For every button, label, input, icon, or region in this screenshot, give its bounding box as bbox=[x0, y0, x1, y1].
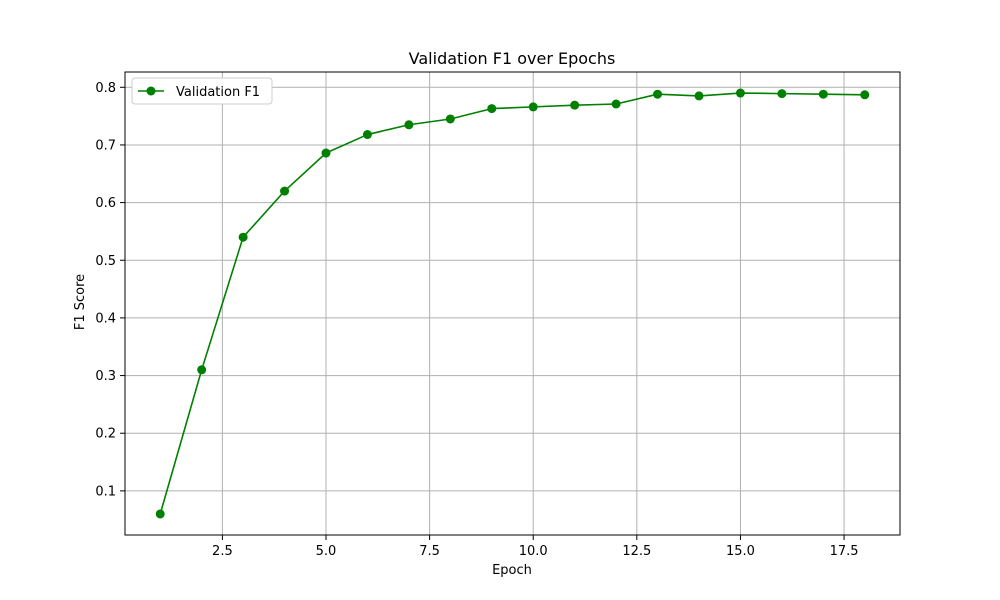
y-tick-label: 0.3 bbox=[95, 369, 116, 384]
legend-marker bbox=[146, 86, 156, 96]
data-point bbox=[611, 99, 621, 109]
y-tick-label: 0.5 bbox=[95, 254, 116, 269]
data-point bbox=[404, 120, 414, 130]
data-point bbox=[362, 130, 372, 140]
chart-title: Validation F1 over Epochs bbox=[409, 49, 616, 68]
legend-label: Validation F1 bbox=[176, 85, 260, 100]
plot-frame bbox=[124, 71, 901, 536]
data-point bbox=[860, 90, 870, 100]
data-point bbox=[818, 89, 828, 99]
data-point bbox=[238, 232, 248, 242]
data-point bbox=[777, 89, 787, 99]
data-point bbox=[570, 100, 580, 110]
data-point bbox=[197, 365, 207, 375]
x-tick-label: 2.5 bbox=[212, 544, 233, 559]
data-point bbox=[735, 88, 745, 98]
grid-lines bbox=[125, 72, 900, 535]
y-axis-ticks: 0.1 0.2 0.3 0.4 0.5 0.6 0.7 0.8 bbox=[95, 81, 125, 499]
data-point bbox=[653, 89, 663, 99]
x-axis-ticks: 2.5 5.0 7.5 10.0 12.5 15.0 17.5 bbox=[212, 535, 859, 559]
plot-area bbox=[155, 88, 870, 519]
x-axis-label: Epoch bbox=[492, 563, 532, 578]
data-point bbox=[487, 104, 497, 114]
y-tick-label: 0.8 bbox=[95, 81, 116, 96]
legend: Validation F1 bbox=[131, 77, 273, 105]
legend-box bbox=[131, 77, 273, 105]
data-point bbox=[280, 186, 290, 196]
x-tick-label: 15.0 bbox=[726, 544, 755, 559]
data-point bbox=[155, 509, 165, 519]
y-tick-label: 0.1 bbox=[95, 484, 116, 499]
x-tick-label: 12.5 bbox=[622, 544, 651, 559]
y-tick-label: 0.2 bbox=[95, 427, 116, 442]
x-tick-label: 17.5 bbox=[830, 544, 859, 559]
x-tick-label: 10.0 bbox=[519, 544, 548, 559]
data-point bbox=[445, 114, 455, 124]
x-tick-label: 7.5 bbox=[419, 544, 440, 559]
data-point bbox=[321, 148, 331, 158]
y-tick-label: 0.6 bbox=[95, 196, 116, 211]
y-tick-label: 0.4 bbox=[95, 311, 116, 326]
data-point bbox=[694, 91, 704, 101]
y-tick-label: 0.7 bbox=[95, 138, 116, 153]
y-axis-label: F1 Score bbox=[73, 274, 88, 330]
x-tick-label: 5.0 bbox=[316, 544, 337, 559]
series-line bbox=[159, 92, 865, 515]
data-point bbox=[528, 102, 538, 112]
